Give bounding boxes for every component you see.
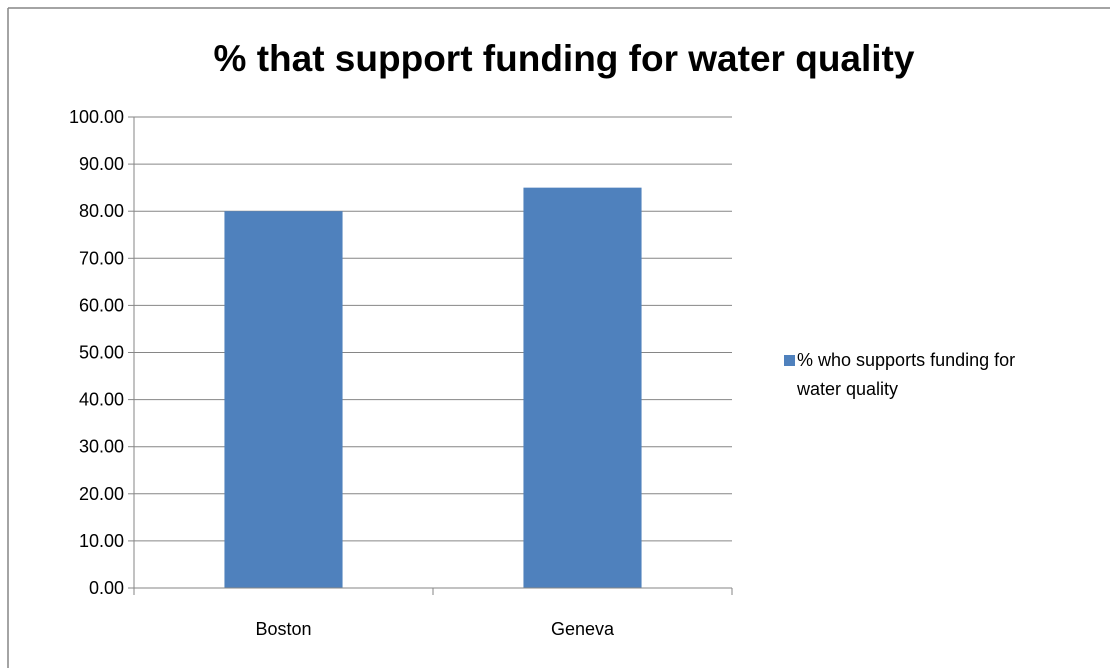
legend-label: % who supports funding for (797, 350, 1015, 370)
y-tick-label: 10.00 (79, 531, 124, 551)
legend-swatch (784, 355, 795, 366)
y-tick-label: 40.00 (79, 390, 124, 410)
y-tick-label: 100.00 (69, 107, 124, 127)
x-tick-label: Boston (255, 619, 311, 639)
y-tick-label: 90.00 (79, 154, 124, 174)
y-tick-label: 20.00 (79, 484, 124, 504)
axes (128, 116, 733, 595)
bars (224, 187, 642, 588)
legend: % who supports funding for water quality (784, 350, 1015, 399)
y-tick-label: 60.00 (79, 295, 124, 315)
bar-boston (224, 211, 343, 588)
x-tick-labels: Boston Geneva (255, 619, 615, 639)
legend-label: water quality (796, 379, 898, 399)
y-tick-label: 50.00 (79, 343, 124, 363)
y-tick-label: 30.00 (79, 437, 124, 457)
chart-title: % that support funding for water quality (214, 38, 915, 79)
bar-geneva (523, 187, 642, 588)
x-tick-label: Geneva (551, 619, 615, 639)
chart-border (7, 7, 1110, 668)
y-tick-labels: 0.00 10.00 20.00 30.00 40.00 50.00 60.00 70.00 8… (69, 107, 124, 598)
y-tick-label: 80.00 (79, 201, 124, 221)
y-tick-label: 0.00 (89, 578, 124, 598)
y-tick-label: 70.00 (79, 248, 124, 268)
gridlines (134, 116, 732, 542)
